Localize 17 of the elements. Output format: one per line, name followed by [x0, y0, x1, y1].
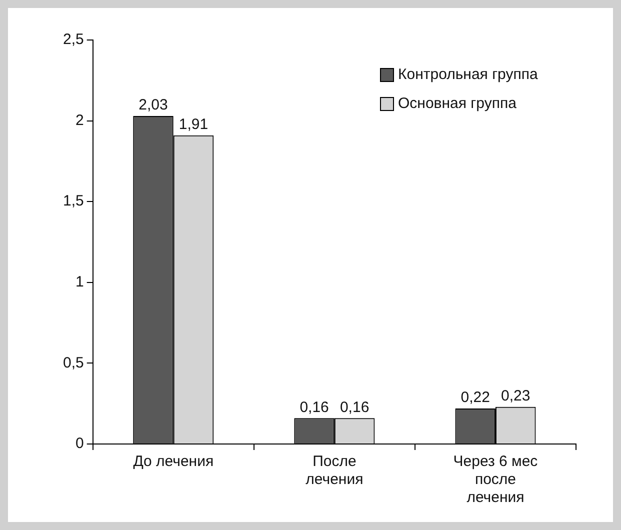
y-tick-label: 2,5	[62, 31, 84, 48]
x-tick-label: Через 6 мес после лечения	[453, 453, 538, 506]
y-tick-label: 0	[76, 435, 84, 452]
data-label: 0,23	[501, 387, 530, 404]
x-tick-label: До лечения	[133, 453, 214, 470]
data-label: 0,16	[340, 398, 370, 416]
data-label: 0,22	[460, 389, 490, 406]
legend-label: Контрольная группа	[398, 66, 538, 83]
y-tick-label: 1	[76, 274, 84, 291]
data-label: 0,16	[300, 398, 329, 416]
y-tick-label: 0,5	[62, 354, 84, 372]
data-label: 1,91	[178, 116, 208, 133]
data-label: 2,03	[138, 96, 168, 114]
legend-label: Основная группа	[398, 95, 516, 112]
y-tick-label: 2	[76, 112, 84, 129]
y-tick-label: 1,5	[62, 192, 84, 210]
x-tick-label: После лечения	[306, 453, 364, 488]
